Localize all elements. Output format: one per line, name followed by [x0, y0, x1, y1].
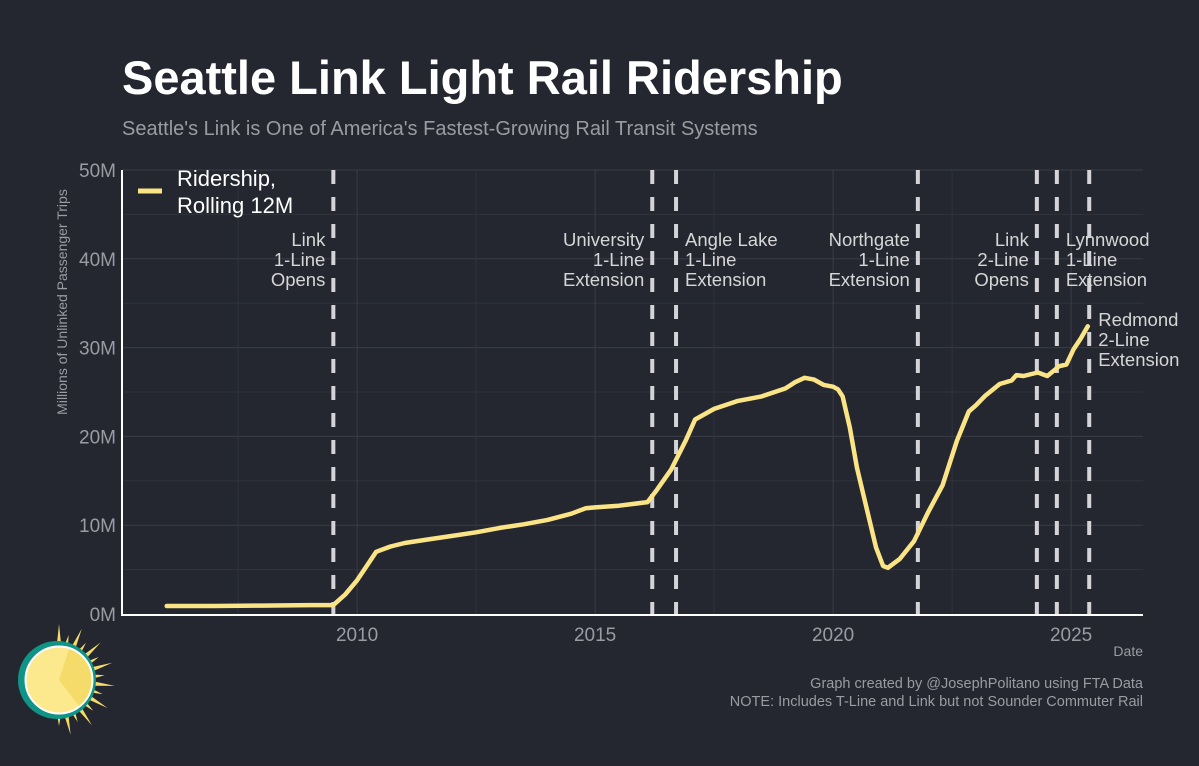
event-label: Extension — [1098, 349, 1179, 370]
event-label: University — [563, 229, 645, 250]
credit-text: Graph created by @JosephPolitano using F… — [810, 676, 1143, 692]
event-label: 1-Line — [685, 249, 736, 270]
event-label: Extension — [563, 269, 644, 290]
event-label: 1-Line — [274, 249, 325, 270]
event-label: Extension — [685, 269, 766, 290]
legend-label: Rolling 12M — [177, 193, 293, 218]
event-label: 2-Line — [1098, 329, 1149, 350]
series-line-ridership — [164, 324, 1091, 609]
x-tick-label: 2010 — [336, 625, 378, 646]
y-axis-label: Millions of Unlinked Passenger Trips — [54, 189, 70, 415]
x-axis-label: Date — [1113, 643, 1143, 659]
y-tick-label: 50M — [79, 161, 116, 182]
x-tick-label: 2020 — [812, 625, 854, 646]
event-label: Redmond — [1098, 309, 1178, 330]
event-label: Extension — [1066, 269, 1147, 290]
y-tick-label: 40M — [79, 250, 116, 271]
event-label: Angle Lake — [685, 229, 778, 250]
event-label: 1-Line — [858, 249, 909, 270]
chart-title: Seattle Link Light Rail Ridership — [122, 51, 843, 104]
y-tick-label: 10M — [79, 516, 116, 537]
legend-label: Ridership, — [177, 166, 276, 191]
event-label: Northgate — [829, 229, 910, 250]
event-label: 2-Line — [977, 249, 1028, 270]
event-label: 1-Line — [1066, 249, 1117, 270]
event-label: Extension — [829, 269, 910, 290]
x-tick-label: 2015 — [574, 625, 616, 646]
event-label: Link — [291, 229, 326, 250]
y-tick-label: 20M — [79, 427, 116, 448]
x-tick-label: 2025 — [1050, 625, 1092, 646]
y-tick-label: 30M — [79, 339, 116, 360]
event-label: Link — [995, 229, 1030, 250]
event-label: Opens — [271, 269, 326, 290]
event-label: 1-Line — [593, 249, 644, 270]
chart-subtitle: Seattle's Link is One of America's Faste… — [122, 118, 758, 140]
y-tick-label: 0M — [90, 605, 116, 626]
event-label: Lynnwood — [1066, 229, 1150, 250]
note-text: NOTE: Includes T-Line and Link but not S… — [729, 694, 1143, 710]
event-label: Opens — [974, 269, 1029, 290]
